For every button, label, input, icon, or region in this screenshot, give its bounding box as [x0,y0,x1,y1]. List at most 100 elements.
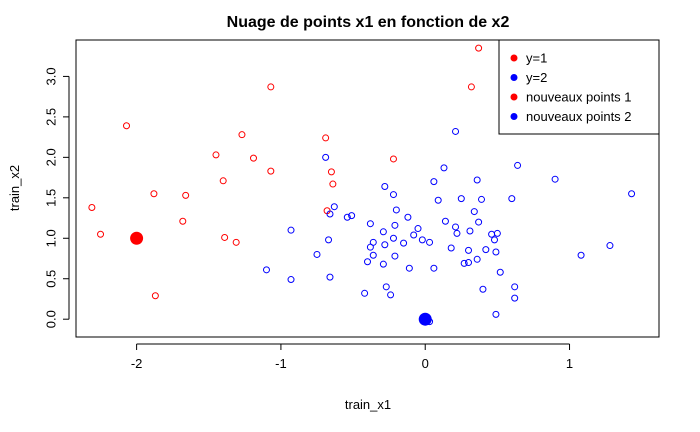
data-point [221,233,229,241]
data-point [182,191,190,199]
data-point [460,259,468,267]
data-point [391,252,399,260]
data-point [366,220,374,228]
data-point [511,294,519,302]
data-point [473,255,481,263]
data-point [577,251,585,259]
data-point [329,180,337,188]
data-point [400,239,408,247]
data-point [434,196,442,204]
data-point [473,176,481,184]
plot-area-border [75,39,660,338]
legend-box [498,39,660,135]
data-point [232,238,240,246]
data-point [551,175,559,183]
data-point [482,246,490,254]
data-point [326,273,334,281]
data-point [410,231,418,239]
y-axis-label: train_x2 [7,165,22,211]
data-point [267,167,275,175]
data-point [326,210,334,218]
data-point [466,227,474,235]
legend-marker [510,113,518,120]
new-point-marker [418,312,432,326]
data-point [343,213,351,221]
data-point [249,154,257,162]
data-point [322,153,330,161]
data-point [440,164,448,172]
data-point [387,291,395,299]
data-point [496,268,504,276]
data-point [238,131,246,139]
data-point [514,161,522,169]
data-point [391,221,399,229]
data-point [470,208,478,216]
data-point [389,191,397,199]
x-axis: -2 -1 0 1 [131,343,573,371]
data-point [389,155,397,163]
y-tick-label: 0.5 [44,270,59,288]
data-point [418,236,426,244]
legend-label: y=1 [526,51,547,66]
data-point [453,229,461,237]
data-point [430,178,438,186]
data-point [475,218,483,226]
data-point [404,213,412,221]
y-axis: 0.0 0.5 1.0 1.5 2.0 2.5 3.0 [44,67,70,328]
data-point [511,283,519,291]
data-point [150,190,158,198]
data-point [628,190,636,198]
data-points [88,44,636,326]
data-point [452,223,460,231]
data-point [267,83,275,91]
data-point [465,259,473,267]
data-point [364,258,371,266]
y-tick-label: 3.0 [44,67,59,85]
legend-label: nouveaux points 1 [526,90,632,105]
data-point [361,289,369,297]
data-point [366,243,374,251]
data-point [88,204,96,212]
data-point [488,230,496,238]
legend-marker [510,93,518,101]
data-point [379,228,387,236]
y-tick-label: 2.5 [44,108,59,126]
y-tick-label: 1.5 [44,189,59,207]
data-point [369,251,377,259]
data-point [123,122,131,130]
data-point [465,246,473,254]
y-tick-label: 0.0 [44,310,59,328]
data-point [492,248,500,256]
data-point [379,260,387,268]
data-point [287,276,295,284]
data-point [313,250,321,258]
data-point [478,195,486,203]
data-point [492,310,500,318]
data-point [325,236,333,244]
chart-title: Nuage de points x1 en fonction de x2 [227,14,510,31]
data-point [493,229,501,237]
data-point [322,134,330,142]
x-tick-label: 0 [422,356,429,371]
y-tick-label: 2.0 [44,148,59,166]
data-point [389,234,397,242]
data-point [426,238,434,246]
y-tick-label: 1.0 [44,229,59,247]
legend-marker [510,74,518,81]
data-point [479,285,487,293]
data-point [382,283,390,291]
data-point [447,244,455,252]
data-point [212,151,220,159]
data-point [405,264,413,272]
data-point [467,83,475,91]
data-point [430,264,438,272]
data-point [262,266,270,274]
data-point [457,195,465,203]
data-point [452,127,460,135]
data-point [97,230,105,238]
data-point [414,225,422,233]
data-point [219,177,227,185]
data-point [151,292,159,300]
data-point [490,236,498,244]
